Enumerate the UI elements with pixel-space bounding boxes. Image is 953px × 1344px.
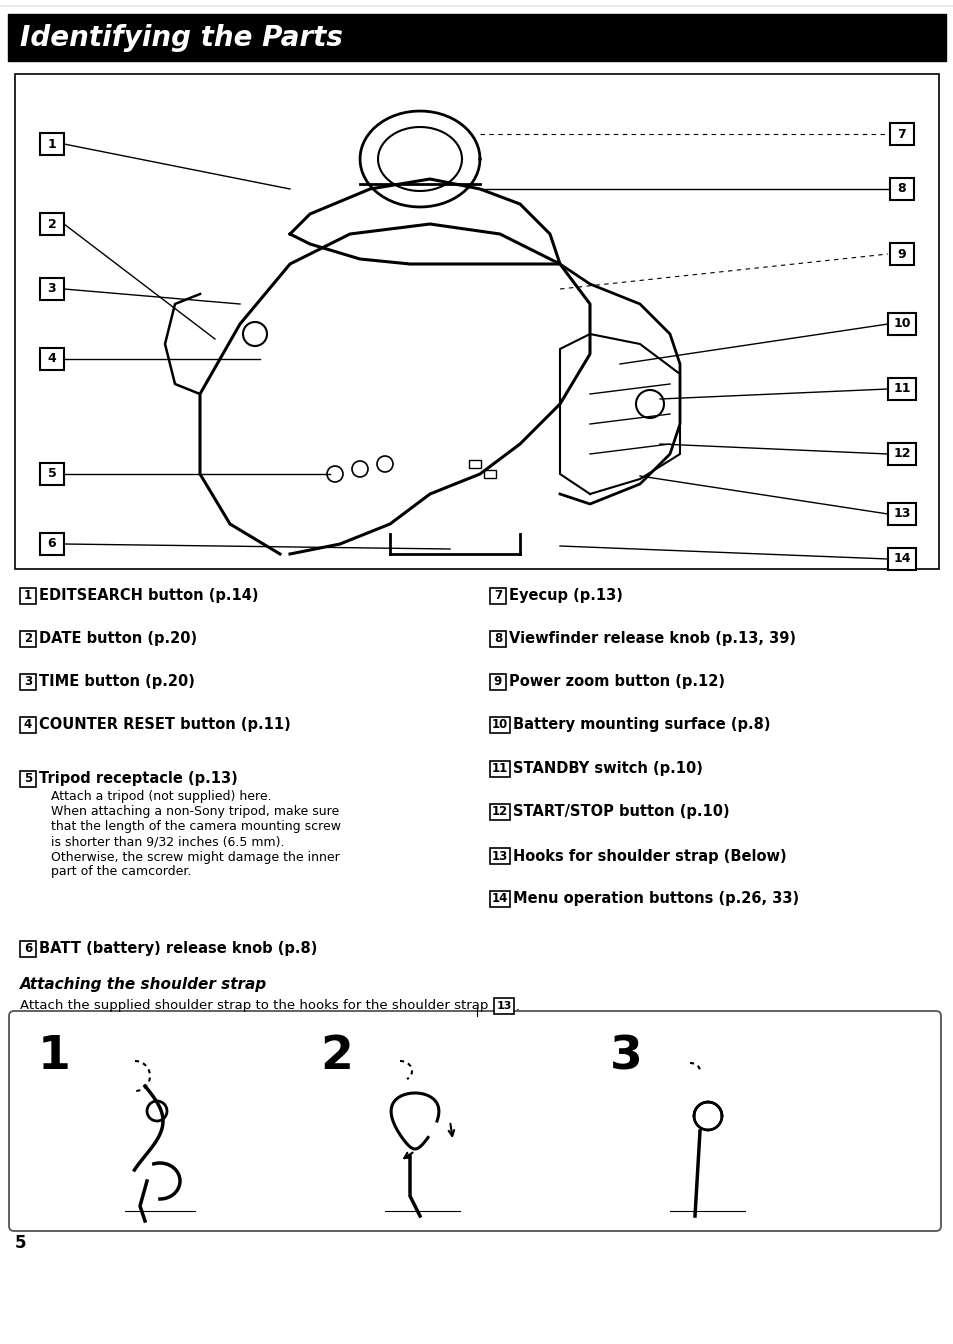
Text: Hooks for shoulder strap (Below): Hooks for shoulder strap (Below): [513, 848, 786, 863]
Text: 1: 1: [48, 137, 56, 151]
Bar: [490, 848, 510, 864]
Bar: [490, 891, 510, 907]
Text: Otherwise, the screw might damage the inner: Otherwise, the screw might damage the in…: [51, 851, 339, 863]
Bar: [889, 243, 913, 265]
Bar: [490, 804, 510, 820]
Bar: [20, 941, 36, 957]
Text: 7: 7: [897, 128, 905, 141]
Bar: [490, 761, 510, 777]
Text: DATE button (p.20): DATE button (p.20): [39, 632, 197, 646]
Bar: [887, 444, 915, 465]
Text: Identifying the Parts: Identifying the Parts: [20, 23, 342, 51]
Text: STANDBY switch (p.10): STANDBY switch (p.10): [513, 762, 702, 777]
Text: 11: 11: [492, 762, 508, 775]
Bar: [40, 212, 64, 235]
Text: Tripod receptacle (p.13): Tripod receptacle (p.13): [39, 771, 237, 786]
Text: 13: 13: [492, 849, 508, 863]
Bar: [20, 673, 36, 689]
FancyBboxPatch shape: [9, 1011, 940, 1231]
Text: 12: 12: [492, 805, 508, 818]
Text: that the length of the camera mounting screw: that the length of the camera mounting s…: [51, 820, 340, 833]
Text: 5: 5: [15, 1234, 27, 1253]
Text: EDITSEARCH button (p.14): EDITSEARCH button (p.14): [39, 589, 258, 603]
Polygon shape: [559, 335, 679, 495]
Text: 12: 12: [892, 448, 910, 461]
Text: 9: 9: [494, 676, 501, 688]
Text: 11: 11: [892, 383, 910, 395]
Text: 13: 13: [496, 1001, 511, 1011]
Bar: [20, 716, 36, 732]
Text: Viewfinder release knob (p.13, 39): Viewfinder release knob (p.13, 39): [509, 632, 795, 646]
Bar: [490, 589, 505, 603]
Text: 8: 8: [897, 183, 905, 195]
Text: 1: 1: [24, 590, 32, 602]
Text: Attach the supplied shoulder strap to the hooks for the shoulder strap: Attach the supplied shoulder strap to th…: [20, 1000, 492, 1012]
Bar: [469, 460, 480, 468]
Bar: [40, 348, 64, 370]
Text: 2: 2: [319, 1034, 353, 1079]
Text: 4: 4: [24, 719, 32, 731]
Text: TIME button (p.20): TIME button (p.20): [39, 675, 194, 689]
Text: 13: 13: [892, 508, 910, 520]
Text: 4: 4: [48, 352, 56, 366]
Circle shape: [641, 396, 658, 413]
Bar: [40, 534, 64, 555]
Text: 8: 8: [494, 633, 501, 645]
Bar: [887, 313, 915, 335]
Text: 1: 1: [38, 1034, 71, 1079]
Bar: [887, 548, 915, 570]
Text: START/STOP button (p.10): START/STOP button (p.10): [513, 805, 729, 820]
Text: 5: 5: [48, 468, 56, 481]
Bar: [490, 630, 505, 646]
Text: 2: 2: [24, 633, 32, 645]
Text: .: .: [516, 1000, 519, 1012]
Text: Attach a tripod (not supplied) here.: Attach a tripod (not supplied) here.: [51, 790, 272, 804]
Text: 14: 14: [492, 892, 508, 906]
Text: part of the camcorder.: part of the camcorder.: [51, 866, 192, 879]
Text: Battery mounting surface (p.8): Battery mounting surface (p.8): [513, 718, 770, 732]
Bar: [40, 462, 64, 485]
Text: 3: 3: [48, 282, 56, 296]
Bar: [20, 771, 36, 788]
Bar: [40, 133, 64, 155]
Bar: [483, 470, 496, 478]
Text: Power zoom button (p.12): Power zoom button (p.12): [509, 675, 724, 689]
Text: COUNTER RESET button (p.11): COUNTER RESET button (p.11): [39, 718, 291, 732]
Text: is shorter than 9/32 inches (6.5 mm).: is shorter than 9/32 inches (6.5 mm).: [51, 836, 284, 848]
Bar: [20, 589, 36, 603]
Bar: [889, 124, 913, 145]
Bar: [8, 13, 945, 60]
Bar: [20, 630, 36, 646]
Text: 3: 3: [609, 1034, 642, 1079]
Bar: [887, 378, 915, 401]
Text: 7: 7: [494, 590, 501, 602]
Bar: [889, 177, 913, 200]
Text: 2: 2: [48, 218, 56, 231]
Text: 10: 10: [892, 317, 910, 331]
Text: 6: 6: [24, 942, 32, 956]
Bar: [15, 74, 938, 569]
Bar: [490, 673, 505, 689]
Text: Eyecup (p.13): Eyecup (p.13): [509, 589, 622, 603]
Bar: [494, 999, 514, 1013]
Text: 10: 10: [492, 719, 508, 731]
Text: 3: 3: [24, 676, 32, 688]
Bar: [40, 278, 64, 300]
Text: When attaching a non-Sony tripod, make sure: When attaching a non-Sony tripod, make s…: [51, 805, 339, 818]
Text: 6: 6: [48, 538, 56, 551]
Text: 14: 14: [892, 552, 910, 566]
Bar: [490, 716, 510, 732]
Bar: [887, 503, 915, 526]
Text: Menu operation buttons (p.26, 33): Menu operation buttons (p.26, 33): [513, 891, 799, 906]
Text: 5: 5: [24, 773, 32, 785]
Text: Attaching the shoulder strap: Attaching the shoulder strap: [20, 977, 267, 992]
Text: 9: 9: [897, 247, 905, 261]
Text: BATT (battery) release knob (p.8): BATT (battery) release knob (p.8): [39, 942, 317, 957]
